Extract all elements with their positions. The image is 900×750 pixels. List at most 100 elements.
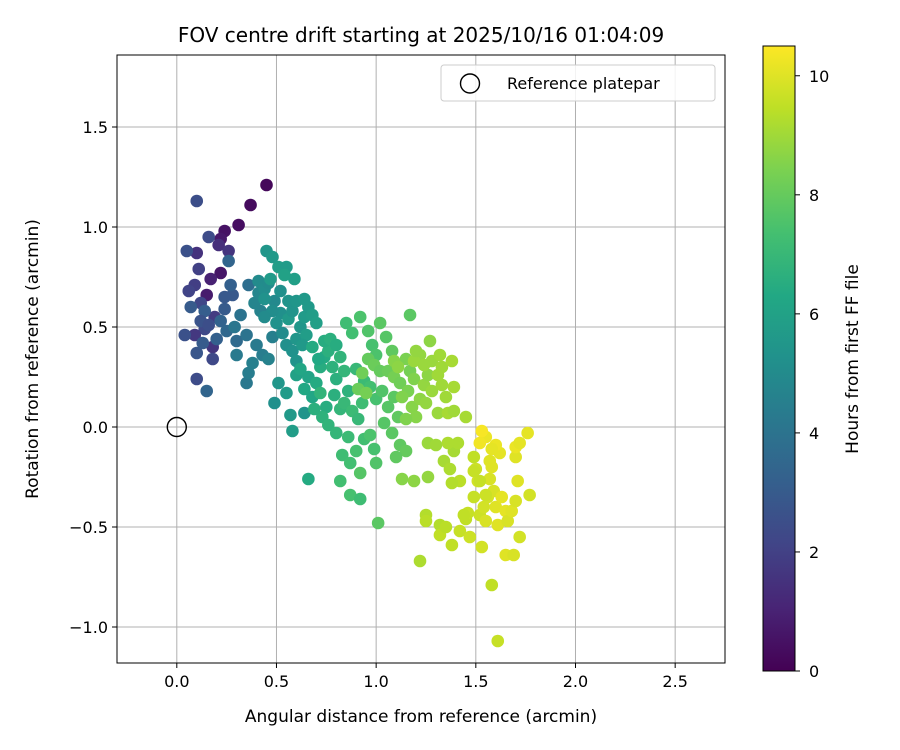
data-point	[421, 368, 435, 382]
data-point	[224, 278, 237, 292]
data-point	[222, 244, 235, 258]
data-point	[268, 294, 281, 308]
data-point	[337, 364, 351, 378]
data-point	[248, 296, 261, 310]
data-point	[447, 404, 461, 418]
data-point	[371, 516, 385, 530]
data-point	[475, 540, 489, 554]
data-point	[435, 378, 449, 392]
data-point	[507, 548, 520, 562]
data-point	[355, 396, 369, 410]
data-point	[204, 272, 217, 286]
data-point	[190, 194, 204, 208]
legend-label: Reference platepar	[507, 74, 660, 93]
colorbar-tick-label: 4	[809, 424, 819, 443]
data-point	[485, 578, 499, 592]
data-point	[375, 384, 389, 398]
data-point	[230, 334, 243, 348]
x-tick-label: 2.5	[662, 672, 687, 691]
data-point	[483, 454, 497, 468]
data-point	[445, 538, 459, 552]
data-point	[385, 426, 399, 440]
legend-box	[440, 64, 716, 102]
data-point	[240, 328, 253, 342]
x-tick-label: 1.5	[463, 672, 488, 691]
data-point	[431, 406, 445, 420]
data-point	[258, 310, 271, 324]
data-point	[250, 338, 263, 352]
data-point	[421, 470, 435, 484]
data-point	[202, 230, 215, 244]
data-point	[214, 266, 227, 280]
data-point	[266, 250, 279, 264]
data-point	[260, 178, 273, 192]
data-point	[359, 386, 373, 400]
data-point	[353, 466, 367, 480]
colorbar-tick-label: 0	[809, 662, 819, 681]
legend: Reference platepar	[440, 64, 716, 102]
data-point	[505, 504, 519, 518]
data-point	[320, 400, 333, 414]
reference-platepar-marker	[166, 416, 188, 438]
data-point	[355, 366, 369, 380]
data-point	[353, 310, 367, 324]
data-point	[377, 416, 391, 430]
data-point	[511, 474, 524, 488]
data-point	[467, 464, 481, 478]
data-point	[345, 326, 359, 340]
data-point	[302, 472, 315, 486]
data-point	[467, 450, 481, 464]
data-point	[343, 488, 357, 502]
data-point	[485, 442, 499, 456]
data-point	[399, 412, 413, 426]
data-point	[337, 396, 351, 410]
data-point	[439, 520, 453, 534]
data-point	[419, 396, 433, 410]
data-point	[190, 246, 204, 260]
x-tick-label: 2.0	[563, 672, 588, 691]
data-point	[329, 426, 343, 440]
data-point	[272, 376, 285, 390]
data-point	[369, 456, 383, 470]
colorbar-tick-label: 8	[809, 186, 819, 205]
data-point	[341, 384, 355, 398]
y-tick-label: −0.5	[69, 518, 108, 537]
data-point	[329, 338, 343, 352]
legend-open-circle-marker	[459, 73, 481, 94]
data-point	[341, 430, 355, 444]
data-point	[501, 514, 515, 528]
data-point	[296, 338, 309, 352]
data-point	[228, 320, 241, 334]
data-point	[212, 238, 225, 252]
data-point	[206, 352, 219, 366]
data-point	[258, 292, 271, 306]
data-point	[214, 314, 227, 328]
data-point	[351, 412, 365, 426]
data-point	[218, 302, 231, 316]
data-point	[322, 418, 335, 432]
data-point	[286, 304, 299, 318]
data-point	[280, 386, 293, 400]
data-point	[310, 376, 323, 390]
data-point	[288, 272, 301, 286]
data-point	[361, 324, 375, 338]
reference-marker-layer	[166, 416, 188, 438]
colorbar-tick-label: 2	[809, 543, 819, 562]
colorbar-label: Hours from first FF file	[843, 264, 863, 454]
data-point	[491, 518, 505, 532]
data-point	[232, 218, 245, 232]
data-point	[242, 278, 255, 292]
plot-frame	[116, 54, 726, 664]
data-point	[399, 444, 413, 458]
data-point	[180, 244, 194, 258]
data-point	[379, 330, 393, 344]
data-point	[222, 254, 235, 268]
data-point	[453, 524, 467, 538]
data-point	[391, 360, 405, 374]
data-point	[405, 400, 419, 414]
data-point	[445, 476, 459, 490]
data-point	[200, 384, 214, 398]
data-point	[210, 332, 223, 346]
data-point	[335, 448, 349, 462]
